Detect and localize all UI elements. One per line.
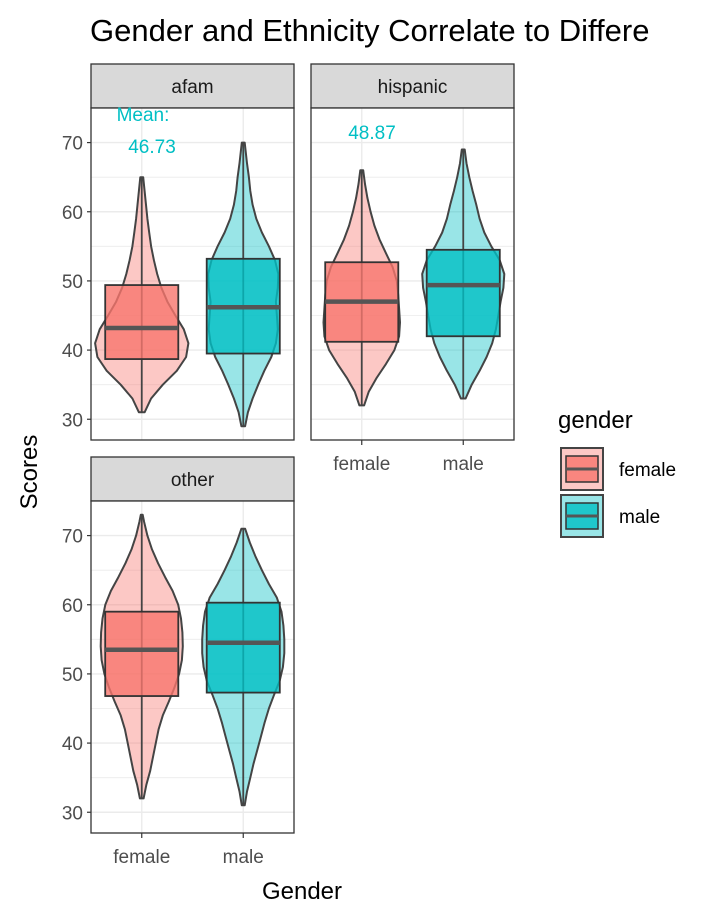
series-female [322, 169, 401, 407]
y-tick-label: 40 [62, 341, 83, 362]
y-tick-label: 60 [62, 203, 83, 224]
series-female [99, 513, 184, 800]
box-female [104, 610, 180, 697]
y-tick-label: 70 [62, 527, 83, 548]
y-tick-label: 50 [62, 665, 83, 686]
legend-key-male: male [560, 494, 660, 538]
legend: gender female male [558, 407, 676, 538]
facet-panel-other: other 30 40 50 60 70 female male [62, 456, 295, 868]
y-tick-label: 30 [62, 410, 83, 431]
facet-panels: afam 30 40 50 60 70 Mean: 46.73 hispanic female ma… [62, 63, 515, 868]
facet-strip-label: other [171, 470, 215, 491]
facet-strip [90, 63, 295, 109]
box-female [104, 284, 180, 360]
facet-panel-afam: afam 30 40 50 60 70 Mean: 46.73 [62, 63, 295, 441]
x-tick-label: female [113, 847, 170, 868]
y-tick-label: 50 [62, 272, 83, 293]
x-axis-title: Gender [262, 878, 342, 905]
series-male [201, 527, 286, 807]
x-tick-label: female [333, 454, 390, 475]
box-male [425, 248, 501, 338]
y-tick-label: 40 [62, 734, 83, 755]
x-tick-label: male [223, 847, 264, 868]
y-tick-label: 70 [62, 134, 83, 155]
legend-title: gender [558, 407, 633, 434]
y-tick-label: 60 [62, 596, 83, 617]
facet-strip [310, 63, 515, 109]
legend-label: female [619, 460, 676, 481]
y-axis-title: Scores [16, 435, 43, 510]
series-male [421, 148, 506, 400]
legend-key-female: female [560, 447, 676, 491]
x-tick-label: male [443, 454, 484, 475]
mean-annotation-label: Mean: [117, 105, 170, 126]
panel-border [90, 107, 295, 441]
panel-border [90, 500, 295, 834]
y-tick-label: 30 [62, 803, 83, 824]
mean-annotation-value: 48.87 [348, 123, 396, 144]
chart-title: Gender and Ethnicity Correlate to Differ… [90, 13, 649, 48]
panel-border [310, 107, 515, 441]
series-female [94, 176, 190, 414]
mean-annotation-value: 46.73 [128, 137, 176, 158]
legend-label: male [619, 507, 660, 528]
facet-strip-label: hispanic [378, 77, 448, 98]
box-male [205, 601, 281, 694]
series-male [205, 141, 281, 428]
facet-panel-hispanic: hispanic female male 48.87 [310, 63, 515, 475]
facet-strip-label: afam [171, 77, 213, 98]
